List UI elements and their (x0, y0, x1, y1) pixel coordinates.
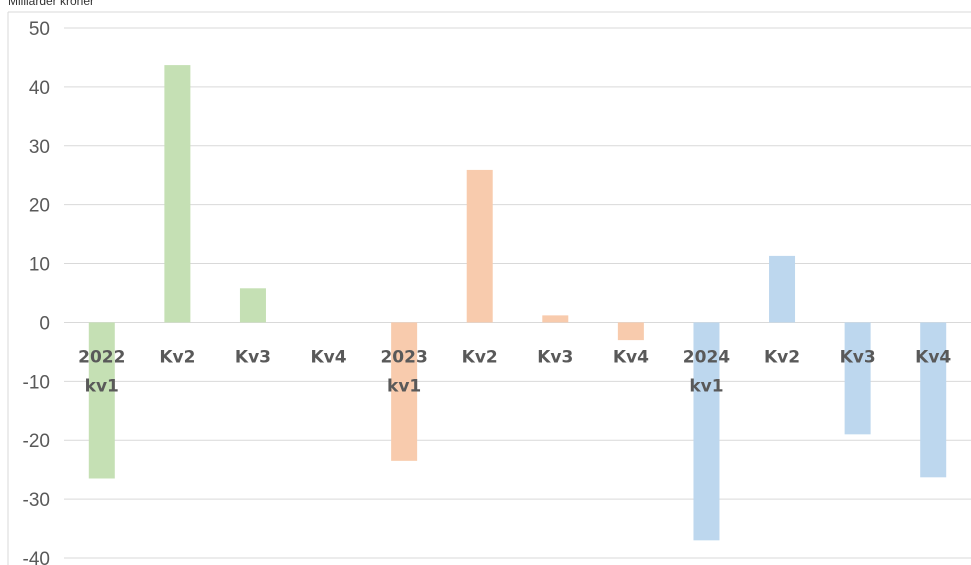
y-tick-label: 30 (29, 137, 50, 158)
x-tick-label: 2024 (683, 347, 730, 367)
y-tick-label: -10 (23, 372, 50, 393)
y-tick-label: -20 (23, 431, 50, 452)
x-tick-label: kv1 (85, 376, 119, 396)
x-tick-label: Kv3 (537, 347, 573, 367)
bar (617, 322, 644, 341)
y-axis-unit-label: Milliarder kroner (8, 0, 95, 8)
bar (164, 65, 191, 323)
y-tick-label: -40 (23, 549, 50, 565)
y-tick-label: 0 (39, 313, 50, 334)
x-tick-label: Kv3 (840, 347, 876, 367)
bar (391, 322, 418, 461)
bar (769, 255, 796, 323)
bar (844, 322, 871, 435)
x-tick-label: 2023 (380, 347, 427, 367)
x-tick-label: 2022 (78, 347, 125, 367)
y-tick-label: -30 (23, 490, 50, 511)
bar (920, 322, 947, 478)
x-tick-label: Kv4 (915, 347, 951, 367)
x-tick-label: kv1 (387, 376, 421, 396)
y-tick-label: 50 (29, 19, 50, 40)
x-tick-label: Kv2 (764, 347, 800, 367)
bar (239, 288, 266, 323)
bar (693, 322, 720, 541)
x-tick-label: Kv2 (159, 347, 195, 367)
x-tick-label: Kv3 (235, 347, 271, 367)
bar (466, 169, 493, 323)
x-tick-label: Kv4 (310, 347, 346, 367)
x-tick-label: Kv4 (613, 347, 649, 367)
y-tick-label: 10 (29, 255, 50, 276)
y-tick-label: 20 (29, 196, 50, 217)
bar (542, 315, 569, 323)
x-tick-label: kv1 (689, 376, 723, 396)
x-tick-label: Kv2 (462, 347, 498, 367)
y-tick-label: 40 (29, 78, 50, 99)
bar (88, 322, 115, 479)
